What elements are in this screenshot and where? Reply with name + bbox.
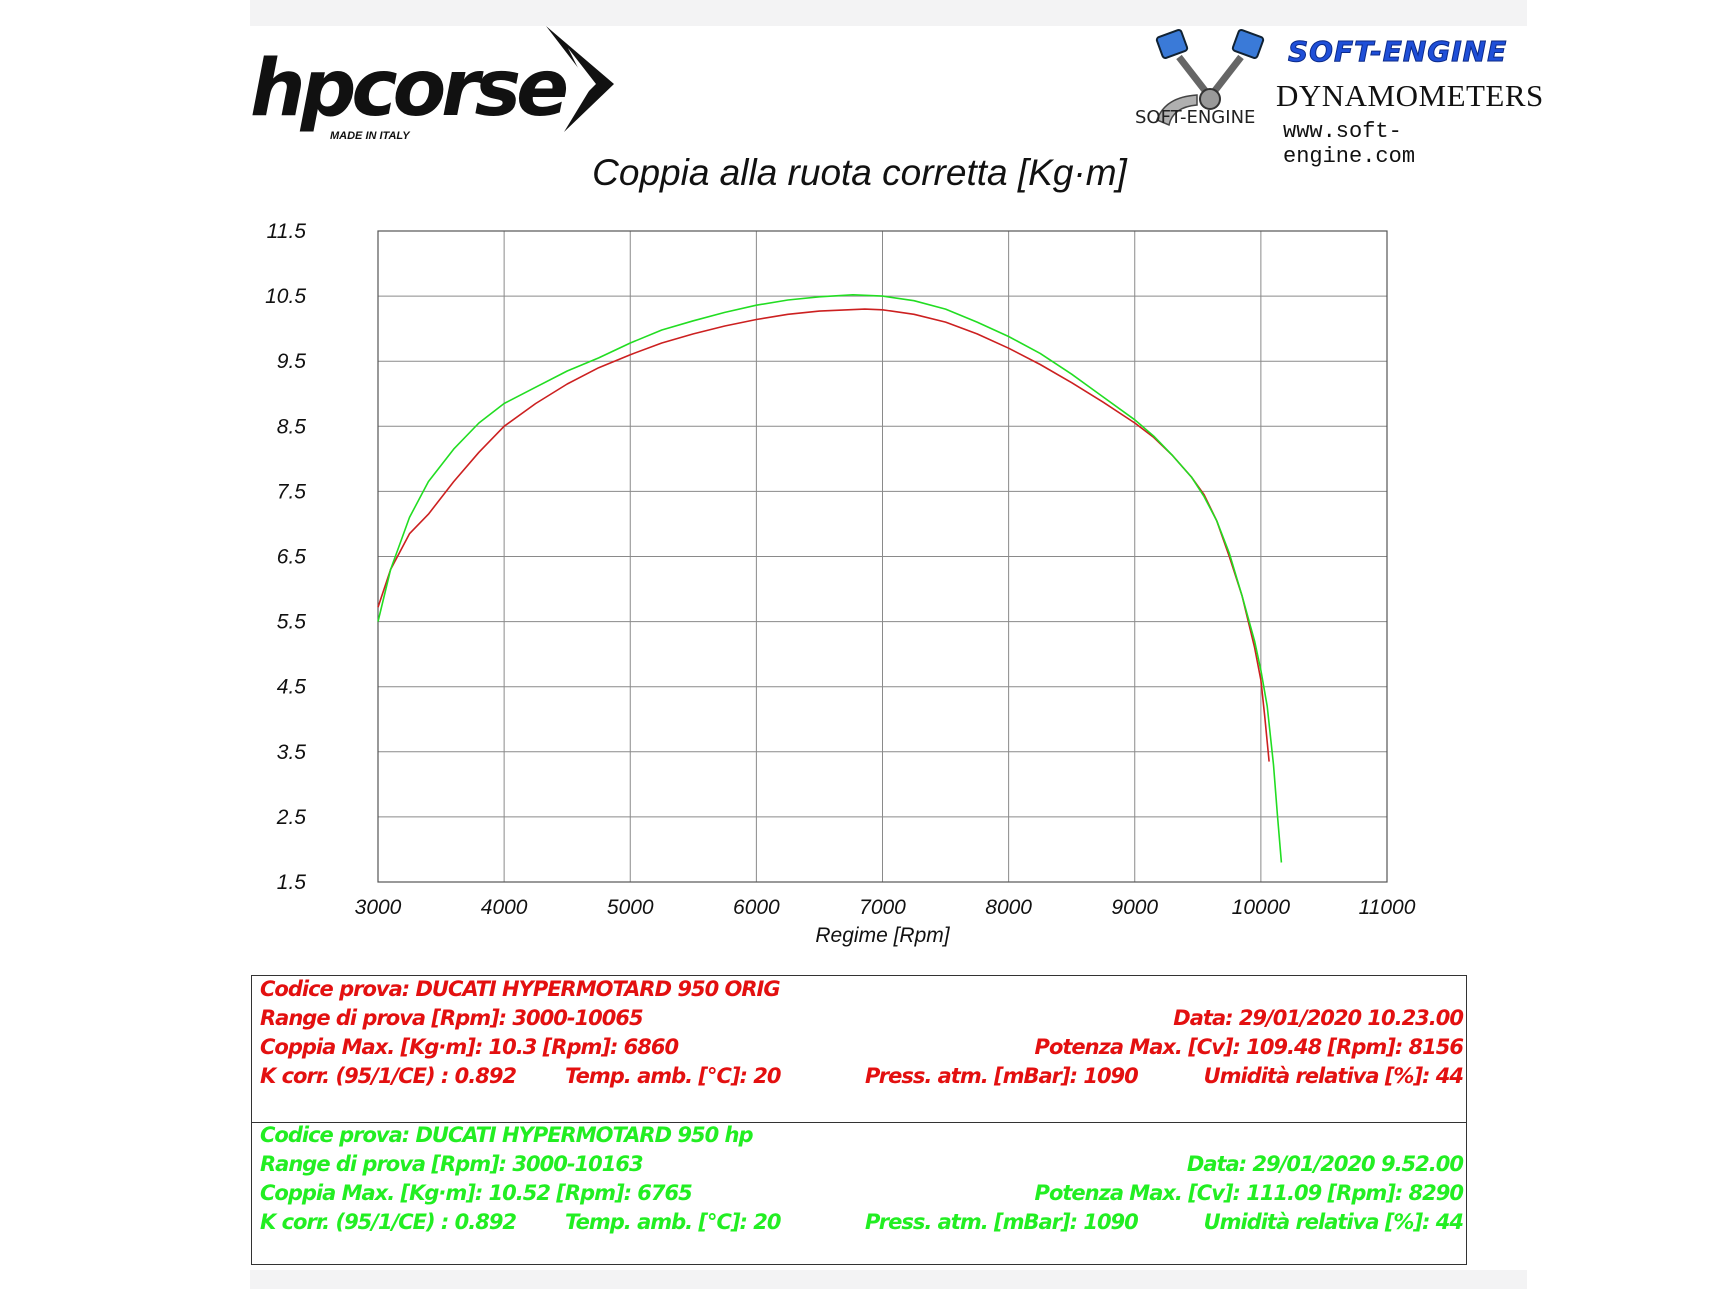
x-tick-label: 6000 bbox=[733, 896, 780, 919]
test2-range: Range di prova [Rpm]: 3000-10163 bbox=[260, 1152, 644, 1176]
test1-kcorr: K corr. (95/1/CE) : 0.892 bbox=[260, 1064, 517, 1088]
torque-chart: 3000 4000 5000 6000 7000 8000 9000 10000 11000 11… bbox=[265, 220, 1416, 947]
x-tick-label: 4000 bbox=[481, 896, 528, 919]
y-tick-label: 5.5 bbox=[277, 611, 307, 634]
test2-kcorr: K corr. (95/1/CE) : 0.892 bbox=[260, 1210, 517, 1234]
series-line-orig bbox=[377, 308, 1270, 762]
test2-umid: Umidità relativa [%]: 44 bbox=[1203, 1210, 1464, 1234]
top-frame-band bbox=[250, 0, 1527, 26]
test1-range: Range di prova [Rpm]: 3000-10065 bbox=[260, 1006, 644, 1030]
y-tick-label: 1.5 bbox=[277, 871, 307, 894]
test1-press: Press. atm. [mBar]: 1090 bbox=[865, 1064, 1139, 1088]
test1-potenza: Potenza Max. [Cv]: 109.48 [Rpm]: 8156 bbox=[1034, 1035, 1464, 1059]
test1-data: Data: 29/01/2020 10.23.00 bbox=[1173, 1006, 1464, 1030]
soft-engine-wordmark: SOFT-ENGINE bbox=[1287, 35, 1508, 69]
hpcorse-logo: hpcorse MADE IN ITALY bbox=[250, 22, 630, 157]
test2-codice: Codice prova: DUCATI HYPERMOTARD 950 hp bbox=[260, 1123, 753, 1147]
soft-engine-url: www.soft-engine.com bbox=[1283, 119, 1416, 169]
dynamometers-label: DYNAMOMETERS bbox=[1276, 78, 1544, 113]
bottom-frame-band bbox=[250, 1270, 1527, 1289]
test2-temp: Temp. amb. [°C]: 20 bbox=[565, 1210, 781, 1234]
test2-data: Data: 29/01/2020 9.52.00 bbox=[1186, 1152, 1464, 1176]
x-axis-label: Regime [Rpm] bbox=[815, 924, 950, 947]
pistons-icon bbox=[1155, 29, 1265, 127]
test2-coppia: Coppia Max. [Kg·m]: 10.52 [Rpm]: 6765 bbox=[260, 1181, 693, 1205]
test-info-box bbox=[251, 975, 1467, 1265]
soft-engine-logo: SOFT-ENGINE DYNAMOMETERS www.soft-engine… bbox=[1135, 25, 1543, 169]
x-tick-label: 10000 bbox=[1232, 896, 1291, 919]
x-tick-label: 5000 bbox=[607, 896, 654, 919]
y-tick-label: 3.5 bbox=[277, 741, 307, 764]
x-tick-label: 9000 bbox=[1111, 896, 1158, 919]
chevron-icon bbox=[546, 26, 614, 132]
y-tick-label: 11.5 bbox=[267, 220, 307, 243]
y-tick-label: 8.5 bbox=[277, 415, 307, 438]
x-tick-label: 11000 bbox=[1359, 896, 1416, 919]
test1-codice: Codice prova: DUCATI HYPERMOTARD 950 ORI… bbox=[260, 977, 781, 1001]
y-tick-label: 2.5 bbox=[276, 806, 307, 829]
series-line-hp bbox=[377, 294, 1283, 863]
y-tick-label: 10.5 bbox=[265, 285, 306, 308]
x-tick-label: 7000 bbox=[859, 896, 906, 919]
y-tick-label: 7.5 bbox=[277, 480, 307, 503]
test1-coppia: Coppia Max. [Kg·m]: 10.3 [Rpm]: 6860 bbox=[260, 1035, 679, 1059]
x-tick-label: 3000 bbox=[355, 896, 402, 919]
test-info-divider bbox=[251, 1122, 1467, 1123]
y-tick-label: 4.5 bbox=[277, 676, 307, 699]
chart-title: Coppia alla ruota corretta [Kg·m] bbox=[592, 152, 1127, 193]
test1-umid: Umidità relativa [%]: 44 bbox=[1203, 1064, 1464, 1088]
soft-engine-small-wordmark: SOFT-ENGINE bbox=[1135, 107, 1256, 128]
hpcorse-logo-word: hpcorse bbox=[250, 44, 569, 134]
x-tick-label: 8000 bbox=[985, 896, 1032, 919]
hpcorse-logo-tagline: MADE IN ITALY bbox=[330, 130, 410, 142]
y-tick-label: 9.5 bbox=[277, 350, 307, 373]
plot-border bbox=[377, 230, 1388, 883]
test2-potenza: Potenza Max. [Cv]: 111.09 [Rpm]: 8290 bbox=[1034, 1181, 1464, 1205]
test2-press: Press. atm. [mBar]: 1090 bbox=[865, 1210, 1139, 1234]
test1-temp: Temp. amb. [°C]: 20 bbox=[565, 1064, 781, 1088]
y-tick-label: 6.5 bbox=[277, 546, 307, 569]
